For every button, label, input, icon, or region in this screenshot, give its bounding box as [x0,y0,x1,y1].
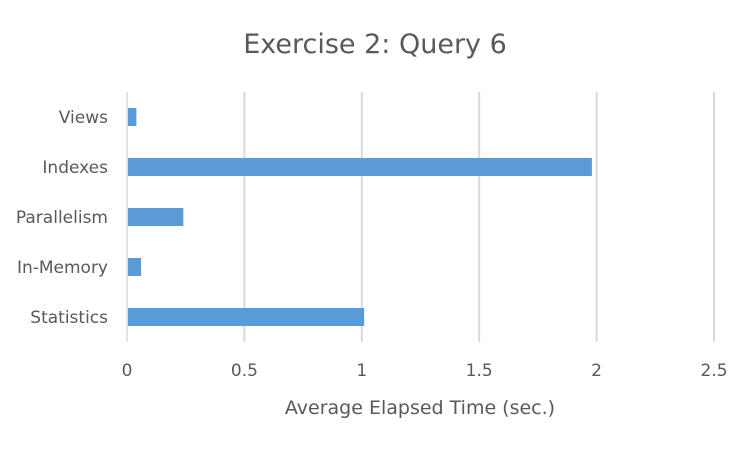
x-tick-label: 0.5 [231,361,258,381]
category-label: Indexes [42,158,108,178]
bar-views [128,108,137,126]
bar-parallelism [128,208,184,226]
category-label: In-Memory [17,258,108,278]
x-tick-label: 1.5 [466,361,493,381]
x-tick-label: 0 [122,361,133,381]
category-labels: Views Indexes Parallelism In-Memory Statisti… [16,108,108,328]
category-label: Statistics [30,308,108,328]
x-tick-label: 1 [356,361,367,381]
bar-statistics [128,308,365,326]
x-tick-label: 2.5 [700,361,727,381]
gridlines [126,92,715,342]
x-tick-label: 2 [591,361,602,381]
category-label: Views [59,108,108,128]
category-label: Parallelism [16,208,108,228]
bars [128,108,592,326]
x-tick-labels: 0 0.5 1 1.5 2 2.5 [122,361,728,381]
chart-title: Exercise 2: Query 6 [243,29,507,60]
x-axis-title: Average Elapsed Time (sec.) [285,397,555,419]
bar-in-memory [128,258,142,276]
bar-indexes [128,158,592,176]
